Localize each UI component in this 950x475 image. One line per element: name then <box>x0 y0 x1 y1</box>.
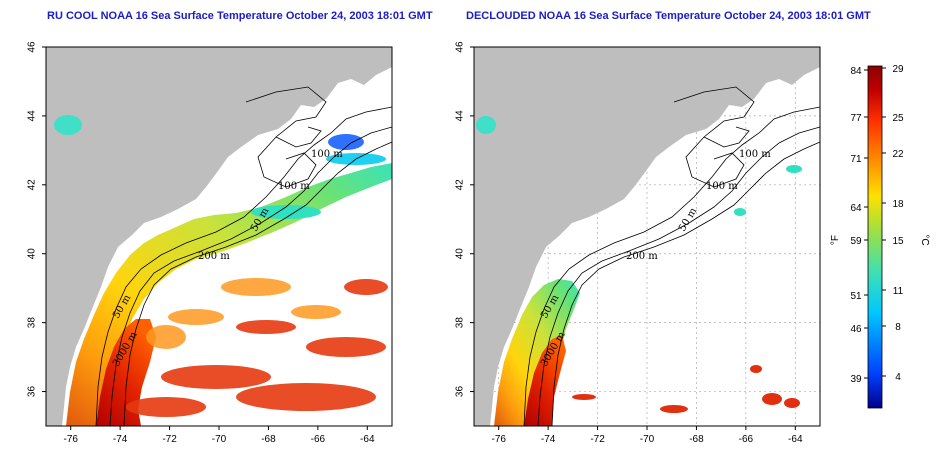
left-panel-title: RU COOL NOAA 16 Sea Surface Temperature … <box>47 10 433 22</box>
lon-tick-label: -70 <box>640 434 655 445</box>
fahrenheit-tick-label: 51 <box>850 291 862 302</box>
lat-tick-label: 44 <box>455 110 466 122</box>
svg-text:100 m: 100 m <box>706 181 738 192</box>
svg-text:200 m: 200 m <box>198 251 230 262</box>
right-map-axes: -76 -74 -72 -70 -68 -66 -64 46 44 42 40 38 36 <box>455 41 803 445</box>
svg-text:200 m: 200 m <box>626 251 658 262</box>
coastal-sst-band <box>66 163 392 426</box>
celsius-unit-label: °C <box>919 234 930 245</box>
offshore-warm-patches <box>572 365 800 413</box>
fahrenheit-tick-label: 77 <box>850 113 862 124</box>
celsius-tick-label: 22 <box>892 149 904 160</box>
celsius-tick-label: 18 <box>892 199 904 210</box>
lon-tick-label: -74 <box>541 434 556 445</box>
fahrenheit-tick-label: 71 <box>850 154 862 165</box>
land-mass <box>46 47 392 426</box>
lon-tick-label: -74 <box>113 434 128 445</box>
celsius-tick-label: 15 <box>892 236 904 247</box>
lat-tick-label: 42 <box>27 179 38 191</box>
lon-tick-label: -66 <box>311 434 326 445</box>
lon-tick-label: -68 <box>689 434 704 445</box>
celsius-ticks: 29 25 22 18 15 11 8 4 <box>882 64 904 383</box>
lat-tick-label: 36 <box>455 386 466 398</box>
lat-tick-label: 38 <box>455 317 466 329</box>
fahrenheit-tick-label: 64 <box>850 203 862 214</box>
lat-tick-label: 40 <box>455 248 466 260</box>
left-sst-map: 100 m 100 m 50 m 200 m 50 m 3000 m <box>45 46 393 427</box>
offshore-orange-patches <box>146 278 341 349</box>
gulf-stream-warm-water <box>96 319 156 426</box>
lon-tick-label: -68 <box>261 434 276 445</box>
celsius-tick-label: 8 <box>895 322 901 333</box>
lon-tick-label: -70 <box>212 434 227 445</box>
lat-tick-label: 38 <box>27 317 38 329</box>
fahrenheit-tick-label: 46 <box>850 324 862 335</box>
celsius-tick-label: 11 <box>893 286 904 297</box>
right-sst-map: 100 m 100 m 50 m 200 m 50 m 3000 m <box>473 46 821 427</box>
lon-tick-label: -66 <box>739 434 754 445</box>
coastal-sst-band <box>494 279 580 426</box>
fahrenheit-unit-label: °F <box>830 235 841 245</box>
celsius-tick-label: 29 <box>892 64 904 75</box>
svg-text:100 m: 100 m <box>278 181 310 192</box>
fahrenheit-tick-label: 59 <box>850 236 862 247</box>
gulf-stream-warm-water <box>524 335 566 426</box>
svg-text:100 m: 100 m <box>739 149 771 160</box>
left-map-axes: -76 -74 -72 -70 -68 -66 -64 46 44 42 40 38 36 <box>27 41 375 445</box>
lat-tick-label: 46 <box>455 41 466 53</box>
colorbar-gradient <box>867 65 883 409</box>
lon-tick-label: -72 <box>162 434 177 445</box>
lat-tick-label: 46 <box>27 41 38 53</box>
offshore-warm-patches <box>126 279 388 417</box>
celsius-tick-label: 4 <box>895 372 901 383</box>
lon-tick-label: -64 <box>360 434 375 445</box>
land-mass <box>474 47 820 426</box>
bathymetry-contours <box>523 86 821 427</box>
lon-tick-label: -76 <box>63 434 78 445</box>
lon-tick-label: -64 <box>788 434 803 445</box>
right-panel-title: DECLOUDED NOAA 16 Sea Surface Temperatur… <box>466 10 871 22</box>
lon-tick-label: -76 <box>491 434 506 445</box>
lat-tick-label: 42 <box>455 179 466 191</box>
lat-tick-label: 44 <box>27 110 38 122</box>
lon-tick-label: -72 <box>590 434 605 445</box>
bathymetry-contours <box>95 86 393 427</box>
fahrenheit-ticks: 84 77 71 64 59 51 46 39 <box>850 66 868 385</box>
svg-text:100 m: 100 m <box>311 149 343 160</box>
fahrenheit-tick-label: 39 <box>850 374 862 385</box>
lat-tick-label: 40 <box>27 248 38 260</box>
celsius-tick-label: 25 <box>892 113 904 124</box>
lat-tick-label: 36 <box>27 386 38 398</box>
cool-water-patches <box>54 115 386 219</box>
fahrenheit-tick-label: 84 <box>850 66 862 77</box>
cool-water-patches <box>476 116 802 216</box>
